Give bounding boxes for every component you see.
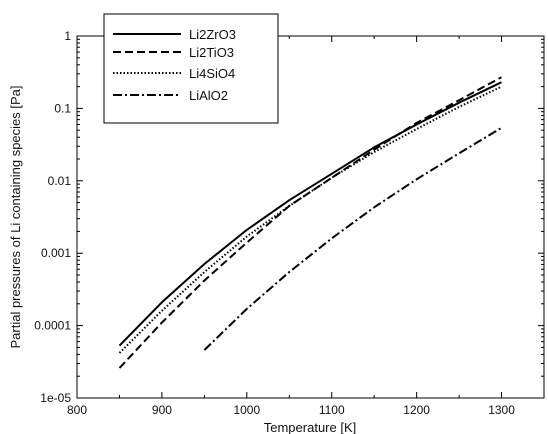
y-tick-label: 1e-05 — [40, 391, 71, 405]
legend-label-li4sio4: Li4SiO4 — [189, 66, 235, 81]
legend-box — [103, 13, 279, 124]
x-tick-label: 1100 — [319, 403, 345, 417]
legend-label-lialo2: LiAlO2 — [189, 88, 228, 103]
legend-label-li2zro3: Li2ZrO3 — [189, 27, 236, 42]
series-line-li2zro3 — [118, 81, 502, 347]
plot-frame — [76, 35, 545, 399]
x-tick-label: 900 — [152, 403, 172, 417]
legend: Li2ZrO3 Li2TiO3 Li4SiO4 LiAlO2 — [103, 13, 279, 124]
series-line-li4sio4 — [118, 85, 502, 354]
y-tick-label: 0.01 — [48, 174, 72, 188]
y-tick-label: 1 — [64, 29, 71, 43]
x-tick-label: 1000 — [233, 403, 260, 417]
y-tick-label: 0.0001 — [34, 319, 71, 333]
y-axis-title: Partial pressures of Li containing speci… — [8, 85, 23, 348]
y-tick-label: 0.001 — [41, 246, 71, 260]
x-axis-title: Temperature [K] — [264, 420, 357, 434]
series-layer — [118, 76, 503, 369]
x-tick-label: 1200 — [403, 403, 430, 417]
x-tick-label: 1300 — [488, 403, 515, 417]
y-tick-label: 0.1 — [54, 101, 71, 115]
series-line-lialo2 — [203, 126, 503, 351]
tick-layer: 800 900 1000 1100 1200 1300 1e-05 0.0001 0.001 0.… — [34, 29, 544, 417]
series-line-li2tio3 — [118, 76, 502, 369]
x-tick-label: 800 — [67, 403, 87, 417]
legend-label-li2tio3: Li2TiO3 — [189, 45, 234, 60]
